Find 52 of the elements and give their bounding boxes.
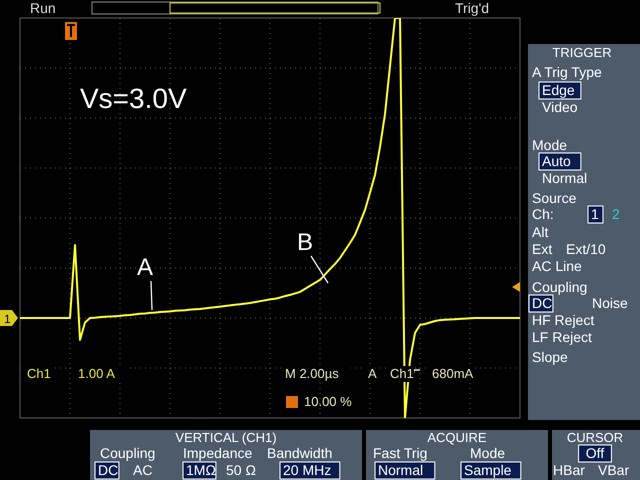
text: 2 — [612, 206, 620, 222]
text: 50 Ω — [226, 462, 256, 478]
text: ACQUIRE — [427, 430, 487, 445]
text: Edge — [542, 82, 575, 98]
text: Auto — [542, 153, 572, 169]
text: HF Reject — [532, 312, 594, 328]
annotation: 680mA — [432, 366, 474, 381]
text: Ext — [532, 241, 552, 257]
text: LF Reject — [532, 329, 592, 345]
text: A Trig Type — [532, 64, 602, 80]
text: 20 MHz — [283, 462, 332, 478]
text: Normal — [542, 170, 588, 186]
annotation: A — [136, 254, 154, 281]
text: VERTICAL (CH1) — [175, 430, 277, 445]
text: Mode — [470, 445, 506, 461]
text: Coupling — [532, 279, 588, 295]
text: HBar — [553, 462, 586, 478]
text: AC Line — [532, 258, 582, 274]
text: Source — [532, 190, 577, 206]
annotation: Ch1 — [390, 366, 414, 381]
text: 1 — [591, 206, 599, 222]
text: Bandwidth — [267, 445, 332, 461]
text: DC — [532, 295, 552, 311]
annotation: 1.00 A — [78, 366, 116, 381]
text: Slope — [532, 349, 568, 365]
text: Sample — [464, 462, 512, 478]
text: VBar — [598, 462, 630, 478]
text: Run — [30, 0, 56, 16]
text: Off — [586, 445, 604, 461]
text: Fast Trig — [373, 445, 428, 461]
text: Video — [542, 99, 578, 115]
text: AC — [133, 462, 152, 478]
text: Trig'd — [455, 0, 490, 16]
annotation: A — [368, 366, 377, 381]
text: Coupling — [100, 445, 156, 461]
annotation: Ch1 — [27, 366, 51, 381]
text: DC — [98, 462, 118, 478]
text: Alt — [532, 224, 548, 240]
text: 1MΩ — [186, 462, 216, 478]
text: Noise — [592, 295, 628, 311]
text: TRIGGER — [552, 45, 612, 60]
annotation: M 2.00µs — [285, 366, 340, 381]
annotation: B — [296, 229, 314, 256]
ground-marker-icon: 1 — [0, 310, 18, 326]
text: Ext/10 — [566, 241, 606, 257]
text: Impedance — [183, 445, 252, 461]
text: Normal — [378, 462, 424, 478]
annotation: 10.00 % — [304, 394, 352, 409]
text: Mode — [532, 137, 568, 153]
text: CURSOR — [566, 430, 624, 445]
text: Ch: — [532, 206, 554, 222]
annotation: Vs=3.0V — [80, 83, 187, 114]
